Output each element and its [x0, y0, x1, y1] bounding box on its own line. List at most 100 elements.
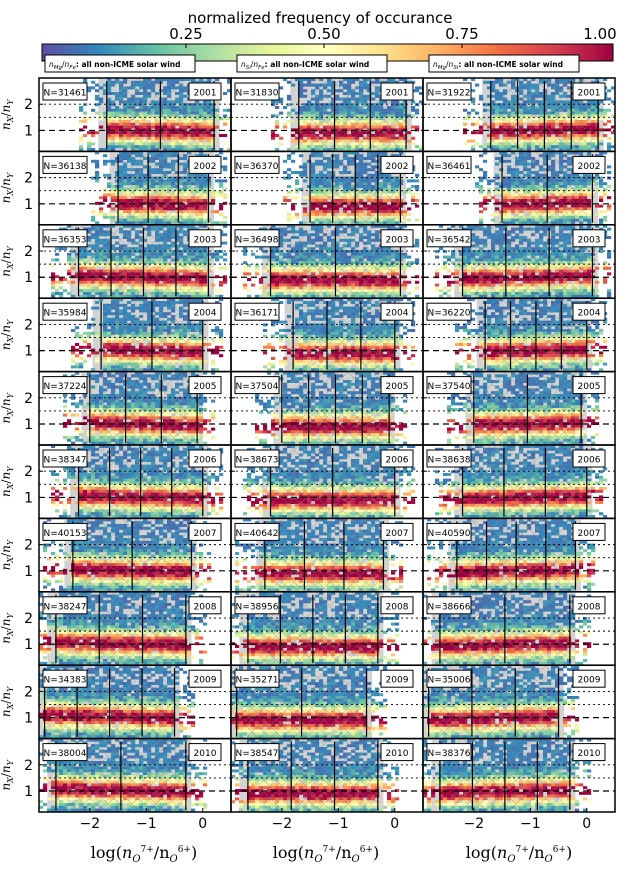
- heatmap-cell: [103, 154, 108, 158]
- heatmap-cell: [127, 187, 132, 191]
- heatmap-cell: [115, 108, 120, 112]
- heatmap-cell: [271, 255, 276, 259]
- heatmap-cell: [95, 179, 100, 183]
- heatmap-cell: [303, 134, 308, 137]
- heatmap-cell: [267, 255, 272, 259]
- heatmap-cell: [123, 204, 128, 208]
- heatmap-cell: [587, 218, 592, 222]
- heatmap-cell: [87, 238, 92, 242]
- heatmap-cell: [307, 103, 312, 107]
- heatmap-cell: [399, 122, 404, 126]
- heatmap-cell: [215, 210, 220, 214]
- heatmap-cell: [255, 266, 260, 270]
- heatmap-cell: [211, 255, 216, 259]
- heatmap-cell: [223, 165, 228, 169]
- heatmap-cell: [295, 213, 300, 216]
- heatmap-cell: [307, 117, 312, 121]
- heatmap-cell: [311, 215, 316, 219]
- y-ticklabel: 1: [24, 197, 33, 213]
- heatmap-cell: [95, 173, 100, 177]
- heatmap-cell: [287, 114, 292, 118]
- heatmap-cell: [115, 131, 120, 135]
- heatmap-cell: [587, 210, 592, 214]
- heatmap-cell: [219, 117, 224, 121]
- heatmap-cell: [595, 136, 600, 140]
- heatmap-cell: [591, 190, 596, 194]
- heatmap-cell: [83, 272, 88, 276]
- heatmap-cell: [411, 196, 416, 200]
- heatmap-cell: [203, 182, 208, 186]
- heatmap-cell: [283, 106, 288, 109]
- heatmap-cell: [279, 100, 284, 104]
- heatmap-cell: [295, 128, 300, 132]
- heatmap-cell: [599, 196, 604, 200]
- heatmap-cell: [107, 125, 112, 129]
- heatmap-cell: [399, 106, 404, 109]
- heatmap-cell: [463, 108, 468, 112]
- heatmap-cell: [275, 100, 280, 104]
- heatmap-cell: [243, 272, 248, 276]
- heatmap-cell: [415, 204, 420, 208]
- heatmap-cell: [483, 80, 488, 84]
- heatmap-cell: [79, 280, 84, 284]
- heatmap-cell: [295, 196, 300, 200]
- heatmap-cell: [395, 201, 400, 205]
- heatmap-cell: [311, 221, 316, 225]
- heatmap-cell: [595, 213, 600, 216]
- heatmap-cell: [79, 286, 84, 290]
- heatmap-cell: [111, 131, 116, 135]
- heatmap-cell: [475, 142, 480, 146]
- heatmap-cell: [219, 255, 224, 259]
- heatmap-cell: [211, 252, 216, 256]
- heatmap-cell: [587, 207, 592, 211]
- heatmap-cell: [67, 258, 72, 262]
- heatmap-cell: [303, 221, 308, 225]
- heatmap-cell: [495, 173, 500, 177]
- heatmap-cell: [211, 125, 216, 129]
- heatmap-cell: [487, 179, 492, 183]
- heatmap-cell: [103, 196, 108, 200]
- heatmap-cell: [259, 255, 264, 259]
- heatmap-cell: [223, 280, 228, 284]
- heatmap-cell: [319, 171, 324, 174]
- heatmap-cell: [319, 182, 324, 186]
- heatmap-cell: [223, 278, 228, 281]
- panel: N=36138 2002: [38, 150, 232, 226]
- heatmap-cell: [51, 292, 56, 295]
- heatmap-cell: [91, 148, 96, 151]
- heatmap-cell: [279, 286, 284, 290]
- heatmap-cell: [207, 218, 212, 222]
- heatmap-cell: [219, 134, 224, 137]
- count-box: [42, 155, 88, 174]
- heatmap-cell: [79, 272, 84, 276]
- heatmap-cell: [79, 261, 84, 265]
- heatmap-cell: [307, 196, 312, 200]
- heatmap-cell: [247, 278, 252, 281]
- heatmap-cell: [411, 136, 416, 140]
- colorbar-ticklabel: 0.25: [169, 25, 202, 43]
- heatmap-cell: [67, 261, 72, 265]
- heatmap-cell: [399, 210, 404, 214]
- heatmap-cell: [307, 106, 312, 109]
- heatmap-cell: [463, 131, 468, 135]
- heatmap-cell: [207, 100, 212, 104]
- heatmap-cell: [311, 179, 316, 183]
- heatmap-cell: [219, 250, 224, 253]
- heatmap-cell: [127, 204, 132, 208]
- heatmap-cell: [115, 193, 120, 197]
- heatmap-cell: [311, 176, 316, 180]
- heatmap-cell: [479, 193, 484, 197]
- heatmap-cell: [259, 227, 264, 231]
- heatmap-cell: [299, 136, 304, 140]
- heatmap-cell: [83, 278, 88, 281]
- heatmap-cell: [207, 131, 212, 135]
- heatmap-cell: [215, 154, 220, 158]
- heatmap-cell: [87, 294, 92, 298]
- heatmap-cell: [295, 148, 300, 151]
- heatmap-cell: [211, 283, 216, 287]
- heatmap-cell: [279, 227, 284, 231]
- heatmap-cell: [215, 258, 220, 262]
- heatmap-cell: [399, 142, 404, 146]
- heatmap-cell: [55, 283, 60, 287]
- heatmap-cell: [123, 207, 128, 211]
